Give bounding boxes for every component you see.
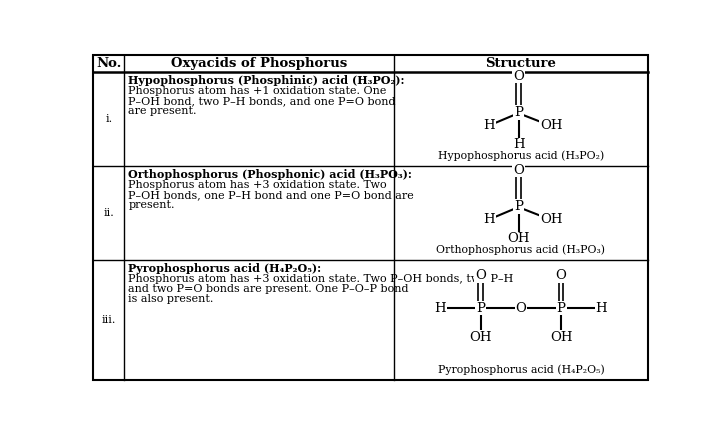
Text: O: O: [515, 301, 526, 314]
Text: is also present.: is also present.: [129, 294, 214, 304]
Text: P: P: [514, 106, 523, 119]
Text: H: H: [596, 301, 607, 314]
Text: H: H: [483, 119, 495, 132]
Text: P–OH bonds, one P–H bond and one P=O bond are: P–OH bonds, one P–H bond and one P=O bon…: [129, 190, 414, 200]
Text: i.: i.: [106, 114, 113, 123]
Text: ii.: ii.: [103, 208, 114, 218]
Text: OH: OH: [469, 331, 492, 344]
Text: H: H: [513, 138, 524, 151]
Text: OH: OH: [540, 119, 562, 132]
Text: OH: OH: [550, 331, 573, 344]
Text: H: H: [483, 213, 495, 226]
Text: H: H: [435, 301, 446, 314]
Text: Structure: Structure: [485, 57, 556, 70]
Text: O: O: [513, 164, 524, 177]
Text: Orthophosphorus acid (H₃PO₃): Orthophosphorus acid (H₃PO₃): [437, 244, 605, 255]
Text: Hypophosphorus acid (H₃PO₂): Hypophosphorus acid (H₃PO₂): [437, 150, 604, 161]
Text: Oxyacids of Phosphorus: Oxyacids of Phosphorus: [171, 57, 348, 70]
Text: No.: No.: [96, 57, 121, 70]
Text: Hypophosphorus (Phosphinic) acid (H₃PO₂):: Hypophosphorus (Phosphinic) acid (H₃PO₂)…: [129, 76, 405, 86]
Text: O: O: [475, 269, 486, 282]
Text: P: P: [557, 301, 565, 314]
Text: Phosphorus atom has +1 oxidation state. One: Phosphorus atom has +1 oxidation state. …: [129, 86, 387, 95]
Text: are present.: are present.: [129, 106, 197, 116]
Text: Phosphorus atom has +3 oxidation state. Two: Phosphorus atom has +3 oxidation state. …: [129, 180, 387, 190]
Text: P: P: [514, 200, 523, 213]
Text: present.: present.: [129, 200, 175, 210]
Text: iii.: iii.: [102, 315, 116, 325]
Text: Phosphorus atom has +3 oxidation state. Two P–OH bonds, two P–H: Phosphorus atom has +3 oxidation state. …: [129, 273, 514, 283]
Text: Pyrophosphorus acid (H₄P₂O₅): Pyrophosphorus acid (H₄P₂O₅): [437, 365, 604, 375]
Text: OH: OH: [508, 232, 530, 245]
Text: OH: OH: [540, 213, 562, 226]
Text: O: O: [513, 70, 524, 83]
Text: P: P: [476, 301, 485, 314]
Text: P–OH bond, two P–H bonds, and one P=O bond: P–OH bond, two P–H bonds, and one P=O bo…: [129, 96, 396, 106]
Text: Orthophosphorus (Phosphonic) acid (H₃PO₃):: Orthophosphorus (Phosphonic) acid (H₃PO₃…: [129, 169, 412, 181]
Text: O: O: [556, 269, 567, 282]
Text: Pyrophosphorus acid (H₄P₂O₅):: Pyrophosphorus acid (H₄P₂O₅):: [129, 263, 322, 274]
Text: and two P=O bonds are present. One P–O–P bond: and two P=O bonds are present. One P–O–P…: [129, 284, 408, 294]
